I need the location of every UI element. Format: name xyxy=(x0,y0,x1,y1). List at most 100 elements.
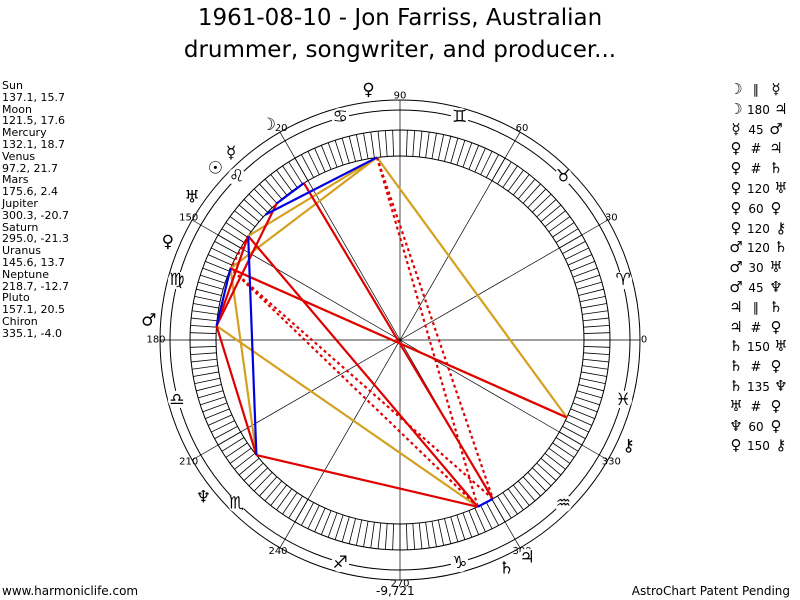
degree-tick xyxy=(348,518,356,544)
degree-tick xyxy=(583,324,610,328)
aspect-row: ♃ ∥ ♄ xyxy=(728,298,798,318)
degree-tick xyxy=(205,260,230,272)
planet-chiron-icon: ⚷ xyxy=(622,436,634,456)
degree-tick xyxy=(370,131,375,158)
degree-tick xyxy=(522,183,541,204)
degree-tick xyxy=(355,134,363,161)
aspect-line-venus-chiron xyxy=(376,156,568,419)
planet-name-uranus: Uranus xyxy=(2,244,41,258)
degree-tick xyxy=(301,502,314,526)
degree-tick xyxy=(384,523,388,550)
degree-tick xyxy=(363,521,369,547)
aspect-planet2-glyph: ♆ xyxy=(769,277,783,296)
zodiac-sign-icon: ♐ xyxy=(333,553,348,573)
planet-sun-icon: ☉ xyxy=(208,158,223,178)
degree-tick xyxy=(565,247,589,260)
degree-tick xyxy=(581,303,607,309)
degree-tick xyxy=(341,516,350,542)
footer-patent: AstroChart Patent Pending xyxy=(631,584,790,598)
sign-glyph-bg xyxy=(331,554,350,573)
planet-glyph-bg xyxy=(183,188,202,207)
degree-tick xyxy=(583,352,610,356)
aspect-planet2-glyph: ♀ xyxy=(770,198,782,217)
degree-label-330: 330 xyxy=(602,457,621,468)
degree-tick xyxy=(497,161,512,185)
degree-label-0: 0 xyxy=(641,335,647,346)
degree-tick xyxy=(320,510,332,535)
degree-tick xyxy=(444,136,452,162)
aspect-line-uranus-neptune xyxy=(247,236,258,456)
degree-tick xyxy=(450,138,459,164)
degree-tick xyxy=(259,183,278,204)
aspect-planet2-glyph: ♄ xyxy=(769,297,783,316)
degree-tick xyxy=(570,408,595,420)
aspect-planet2-glyph: ⚷ xyxy=(775,436,787,455)
aspect-planet1-glyph: ♀ xyxy=(730,178,742,197)
degree-tick xyxy=(562,426,586,439)
degree-tick xyxy=(579,295,606,303)
degree-tick xyxy=(288,161,303,185)
degree-tick xyxy=(270,484,288,506)
planet-values-mars: 175.6, 2.4 xyxy=(2,185,58,199)
aspect-planet1-glyph: ♀ xyxy=(730,139,742,158)
planet-name-mercury: Mercury xyxy=(2,126,47,140)
degree-tick xyxy=(437,519,445,546)
degree-tick xyxy=(370,522,375,549)
aspect-row: ♀ # ♃ xyxy=(728,139,798,159)
aspect-row: ♀ 150 ⚷ xyxy=(728,436,798,456)
aspect-symbol: 45 xyxy=(748,122,764,137)
aspect-planet1-glyph: ♀ xyxy=(730,218,742,237)
planet-name-pluto: Pluto xyxy=(2,291,30,305)
aspect-planet1-glyph: ♀ xyxy=(730,198,742,217)
footer-website[interactable]: www.harmoniclife.com xyxy=(2,584,139,598)
degree-tick xyxy=(248,193,268,213)
degree-tick xyxy=(486,502,499,526)
degree-tick xyxy=(377,522,382,549)
aspect-planet1-glyph: ☽ xyxy=(729,80,743,98)
planet-values-uranus: 145.6, 13.7 xyxy=(2,255,65,269)
degree-tick xyxy=(579,377,606,385)
degree-tick xyxy=(200,274,226,284)
planet-mars-icon: ♂ xyxy=(141,311,156,331)
planet-values-chiron: 335.1, -4.0 xyxy=(2,326,62,340)
degree-tick xyxy=(190,332,217,334)
degree-tick xyxy=(196,288,222,296)
planet-jupiter-icon: ♃ xyxy=(520,548,535,568)
degree-tick xyxy=(282,165,298,188)
aspect-symbol: ∥ xyxy=(752,83,760,98)
sign-glyph-bg xyxy=(554,494,573,513)
degree-tick xyxy=(221,437,245,452)
degree-tick xyxy=(238,204,260,223)
degree-tick xyxy=(522,476,541,497)
degree-tick xyxy=(462,512,473,538)
degree-tick xyxy=(527,472,547,492)
degree-tick xyxy=(253,188,273,208)
degree-tick xyxy=(211,420,235,433)
degree-tick xyxy=(507,488,524,511)
zodiac-sign-icon: ♓ xyxy=(616,390,631,410)
degree-tick xyxy=(517,178,536,200)
planet-values-jupiter: 300.3, -20.7 xyxy=(2,208,69,222)
degree-tick xyxy=(540,457,562,476)
degree-tick xyxy=(582,365,609,370)
degree-tick xyxy=(301,154,314,178)
aspect-symbol: ∥ xyxy=(752,300,760,316)
degree-tick xyxy=(544,210,566,228)
degree-tick xyxy=(425,522,430,549)
degree-tick xyxy=(193,303,219,309)
aspect-planet2-glyph: ♅ xyxy=(774,178,788,197)
aspect-line-venus-jupiter xyxy=(375,157,494,500)
zodiac-sign-icon: ♒ xyxy=(556,493,571,513)
aspect-planet2-glyph: ♃ xyxy=(769,139,783,158)
aspect-planet2-glyph: ♀ xyxy=(770,317,782,336)
degree-tick xyxy=(191,310,218,315)
planet-glyph-bg xyxy=(359,80,378,99)
degree-tick xyxy=(198,390,224,399)
aspect-row: ☽ ∥ ☿ xyxy=(728,80,798,100)
degree-tick xyxy=(536,199,557,218)
degree-label-240: 240 xyxy=(268,546,287,557)
degree-tick xyxy=(552,222,575,238)
aspect-symbol: 150 xyxy=(747,340,770,355)
aspect-symbol: 150 xyxy=(747,439,770,454)
degree-tick xyxy=(583,332,610,334)
